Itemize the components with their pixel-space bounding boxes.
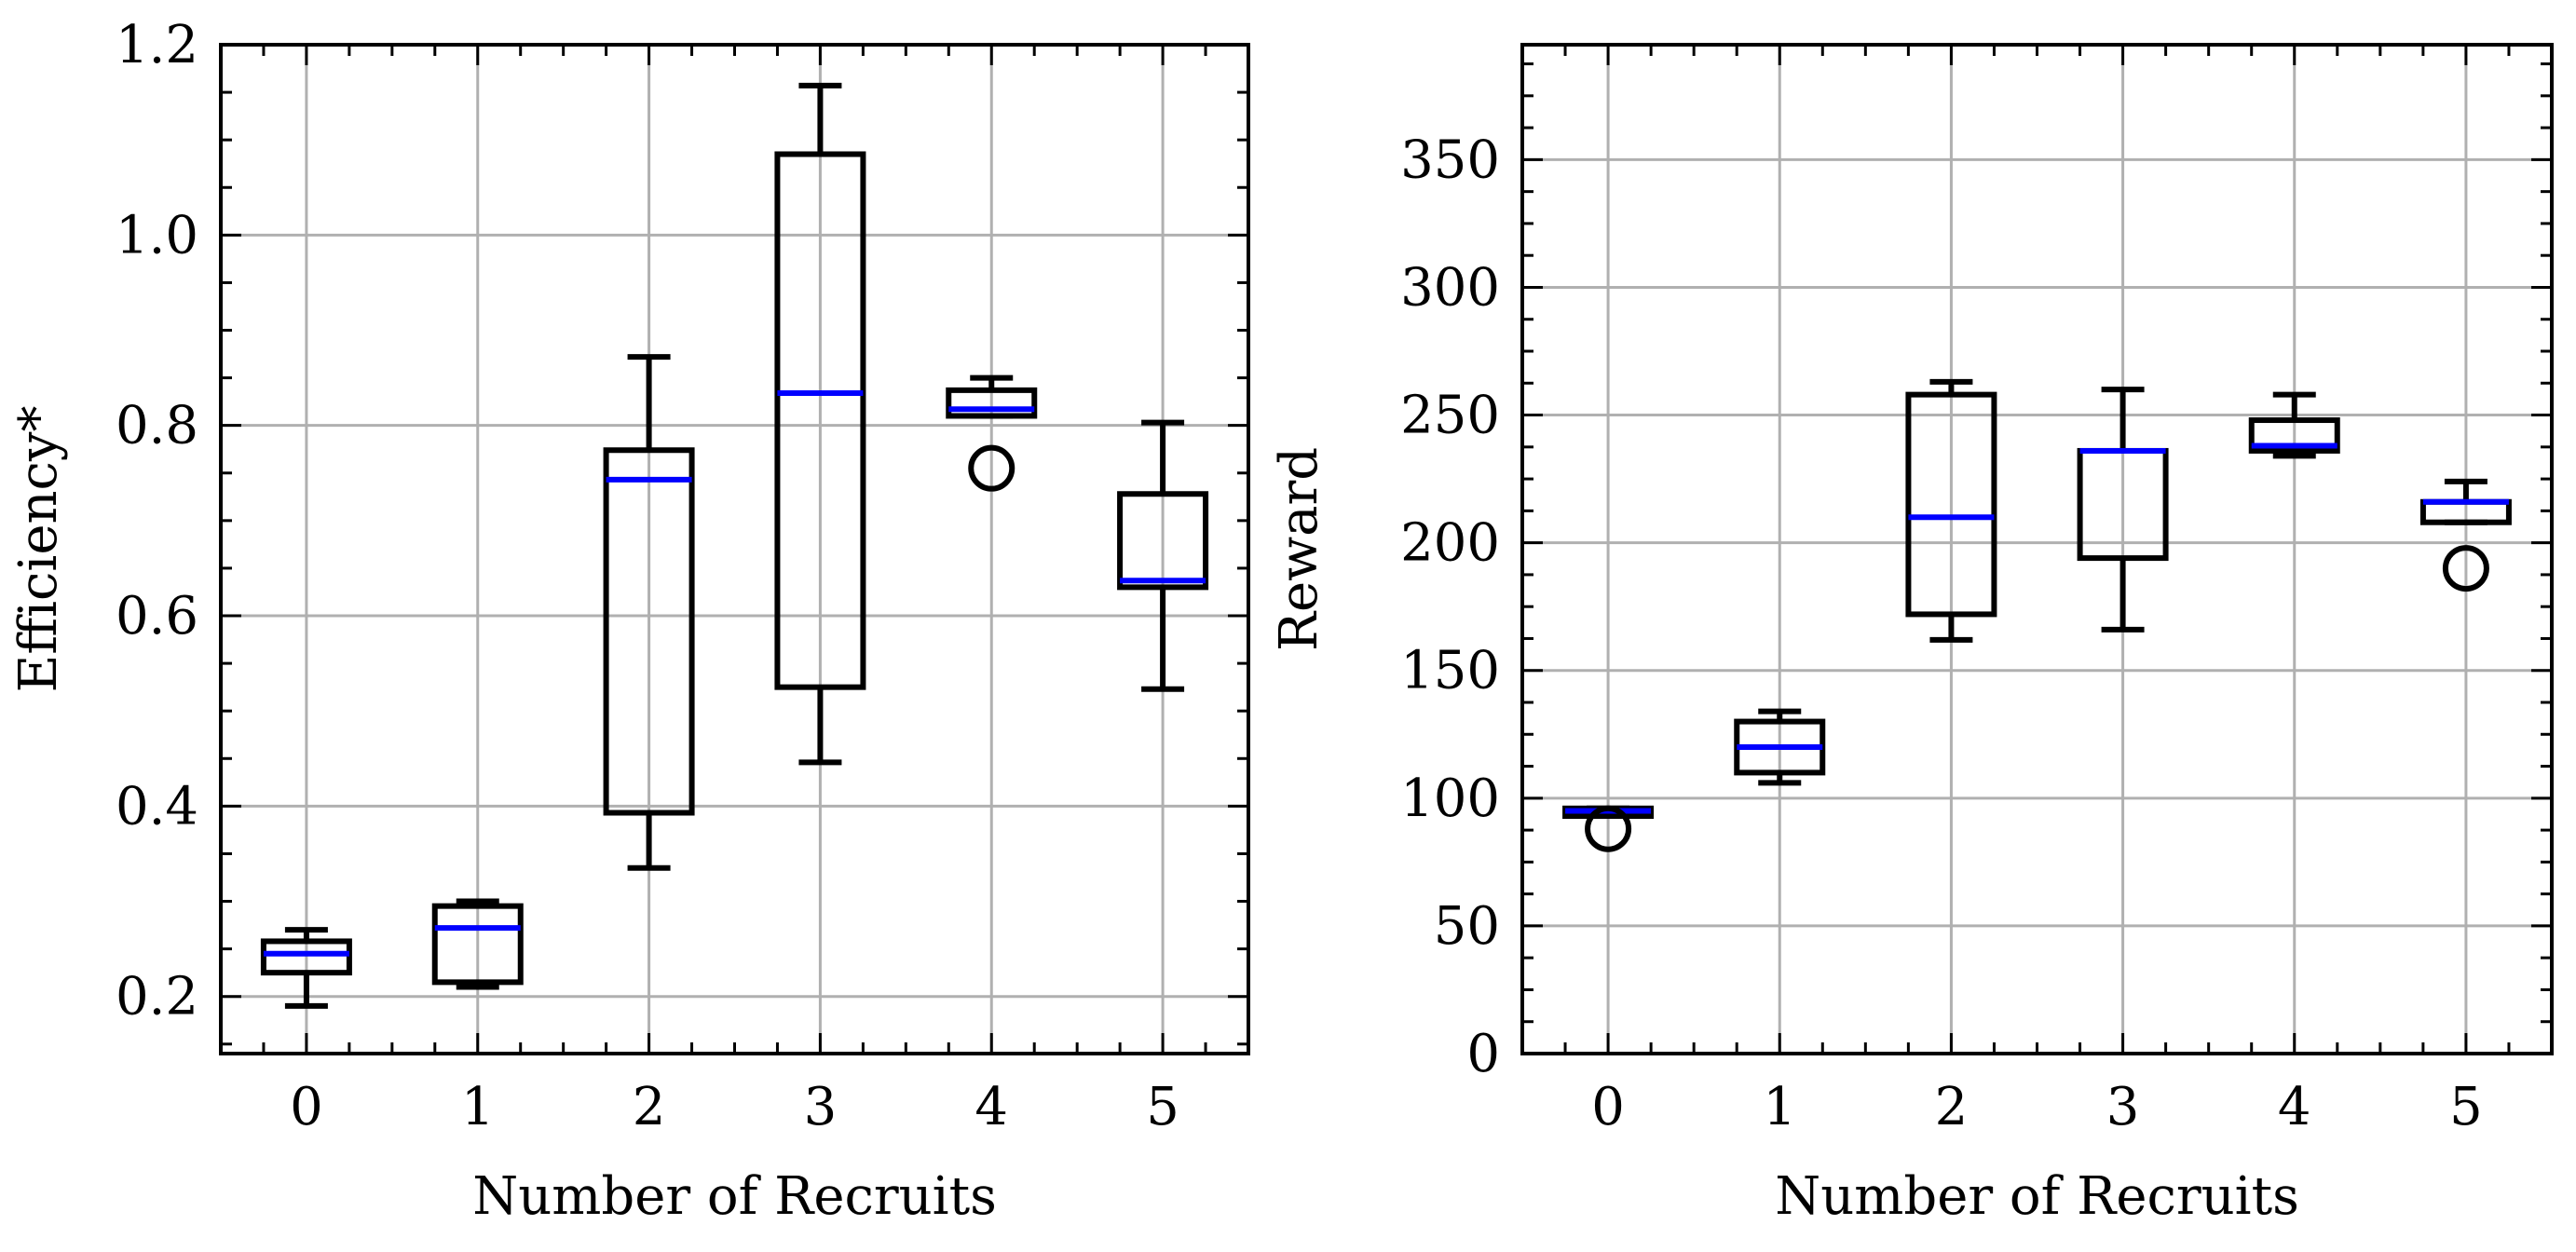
- x-tick-label: 5: [1146, 1077, 1179, 1137]
- y-tick-label: 200: [1400, 513, 1500, 574]
- box-2: [1905, 378, 1997, 643]
- y-tick-label: 0.2: [116, 967, 198, 1027]
- x-tick-label: 0: [290, 1077, 323, 1137]
- y-tick-label: 250: [1400, 386, 1500, 446]
- y-axis-label: Efficiency*: [8, 405, 69, 692]
- y-tick-label: 100: [1400, 769, 1500, 829]
- outlier-point: [2442, 545, 2489, 592]
- y-tick-label: 150: [1400, 641, 1500, 701]
- x-tick-label: 2: [633, 1077, 666, 1137]
- x-axis-label: Number of Recruits: [1775, 1166, 2299, 1227]
- box-3: [2077, 387, 2169, 633]
- y-tick-label: 0.6: [116, 586, 198, 646]
- box-0: [260, 927, 352, 1009]
- efficiency-panel: 0.2 0.4 0.6 0.8 1.0 1.2 0 1 2 3 4 5 Number of Recrui…: [8, 15, 1250, 1227]
- iqr-box: [260, 938, 352, 976]
- x-axis-label: Number of Recruits: [472, 1166, 997, 1227]
- iqr-box: [774, 151, 866, 690]
- outlier-point: [968, 444, 1015, 492]
- y-tick-label: 300: [1400, 257, 1500, 318]
- iqr-box: [946, 387, 1038, 419]
- y-tick-label: 0.8: [116, 396, 198, 456]
- y-axis-label: Reward: [1269, 447, 1329, 651]
- y-tick-label: 0.4: [116, 776, 198, 837]
- reward-panel: 0 50 100 150 200 250 300 350 0 1 2 3 4 5 Number of Rec…: [1269, 43, 2554, 1227]
- iqr-box: [2248, 417, 2340, 454]
- x-tick-label: 1: [461, 1077, 495, 1137]
- axes-frame: [1520, 43, 2554, 1055]
- box-2: [603, 354, 695, 871]
- box-4: [2248, 391, 2340, 459]
- box-5: [1117, 419, 1209, 692]
- box-5: [2419, 478, 2512, 592]
- x-tick-label: 4: [2278, 1077, 2311, 1137]
- y-tick-label: 1.0: [116, 205, 198, 265]
- x-tick-label: 0: [1591, 1077, 1625, 1137]
- y-tick-label: 50: [1434, 896, 1500, 957]
- iqr-box: [1905, 391, 1997, 618]
- box-3: [774, 82, 866, 766]
- x-tick-label: 2: [1935, 1077, 1969, 1137]
- box-4: [946, 374, 1038, 492]
- x-tick-label: 3: [804, 1077, 838, 1137]
- box-0: [1562, 805, 1655, 852]
- iqr-box: [1117, 491, 1209, 591]
- outlier-point: [1585, 805, 1632, 852]
- y-tick-label: 1.2: [116, 15, 198, 75]
- axes-frame: [219, 43, 1250, 1055]
- x-tick-label: 3: [2106, 1077, 2140, 1137]
- x-tick-label: 1: [1763, 1077, 1796, 1137]
- iqr-box: [603, 447, 695, 816]
- x-tick-label: 5: [2449, 1077, 2483, 1137]
- iqr-box: [431, 903, 524, 986]
- box-1: [1734, 708, 1826, 786]
- box-1: [431, 898, 524, 990]
- y-tick-label: 0: [1466, 1024, 1500, 1084]
- y-tick-label: 350: [1400, 129, 1500, 190]
- x-tick-label: 4: [975, 1077, 1008, 1137]
